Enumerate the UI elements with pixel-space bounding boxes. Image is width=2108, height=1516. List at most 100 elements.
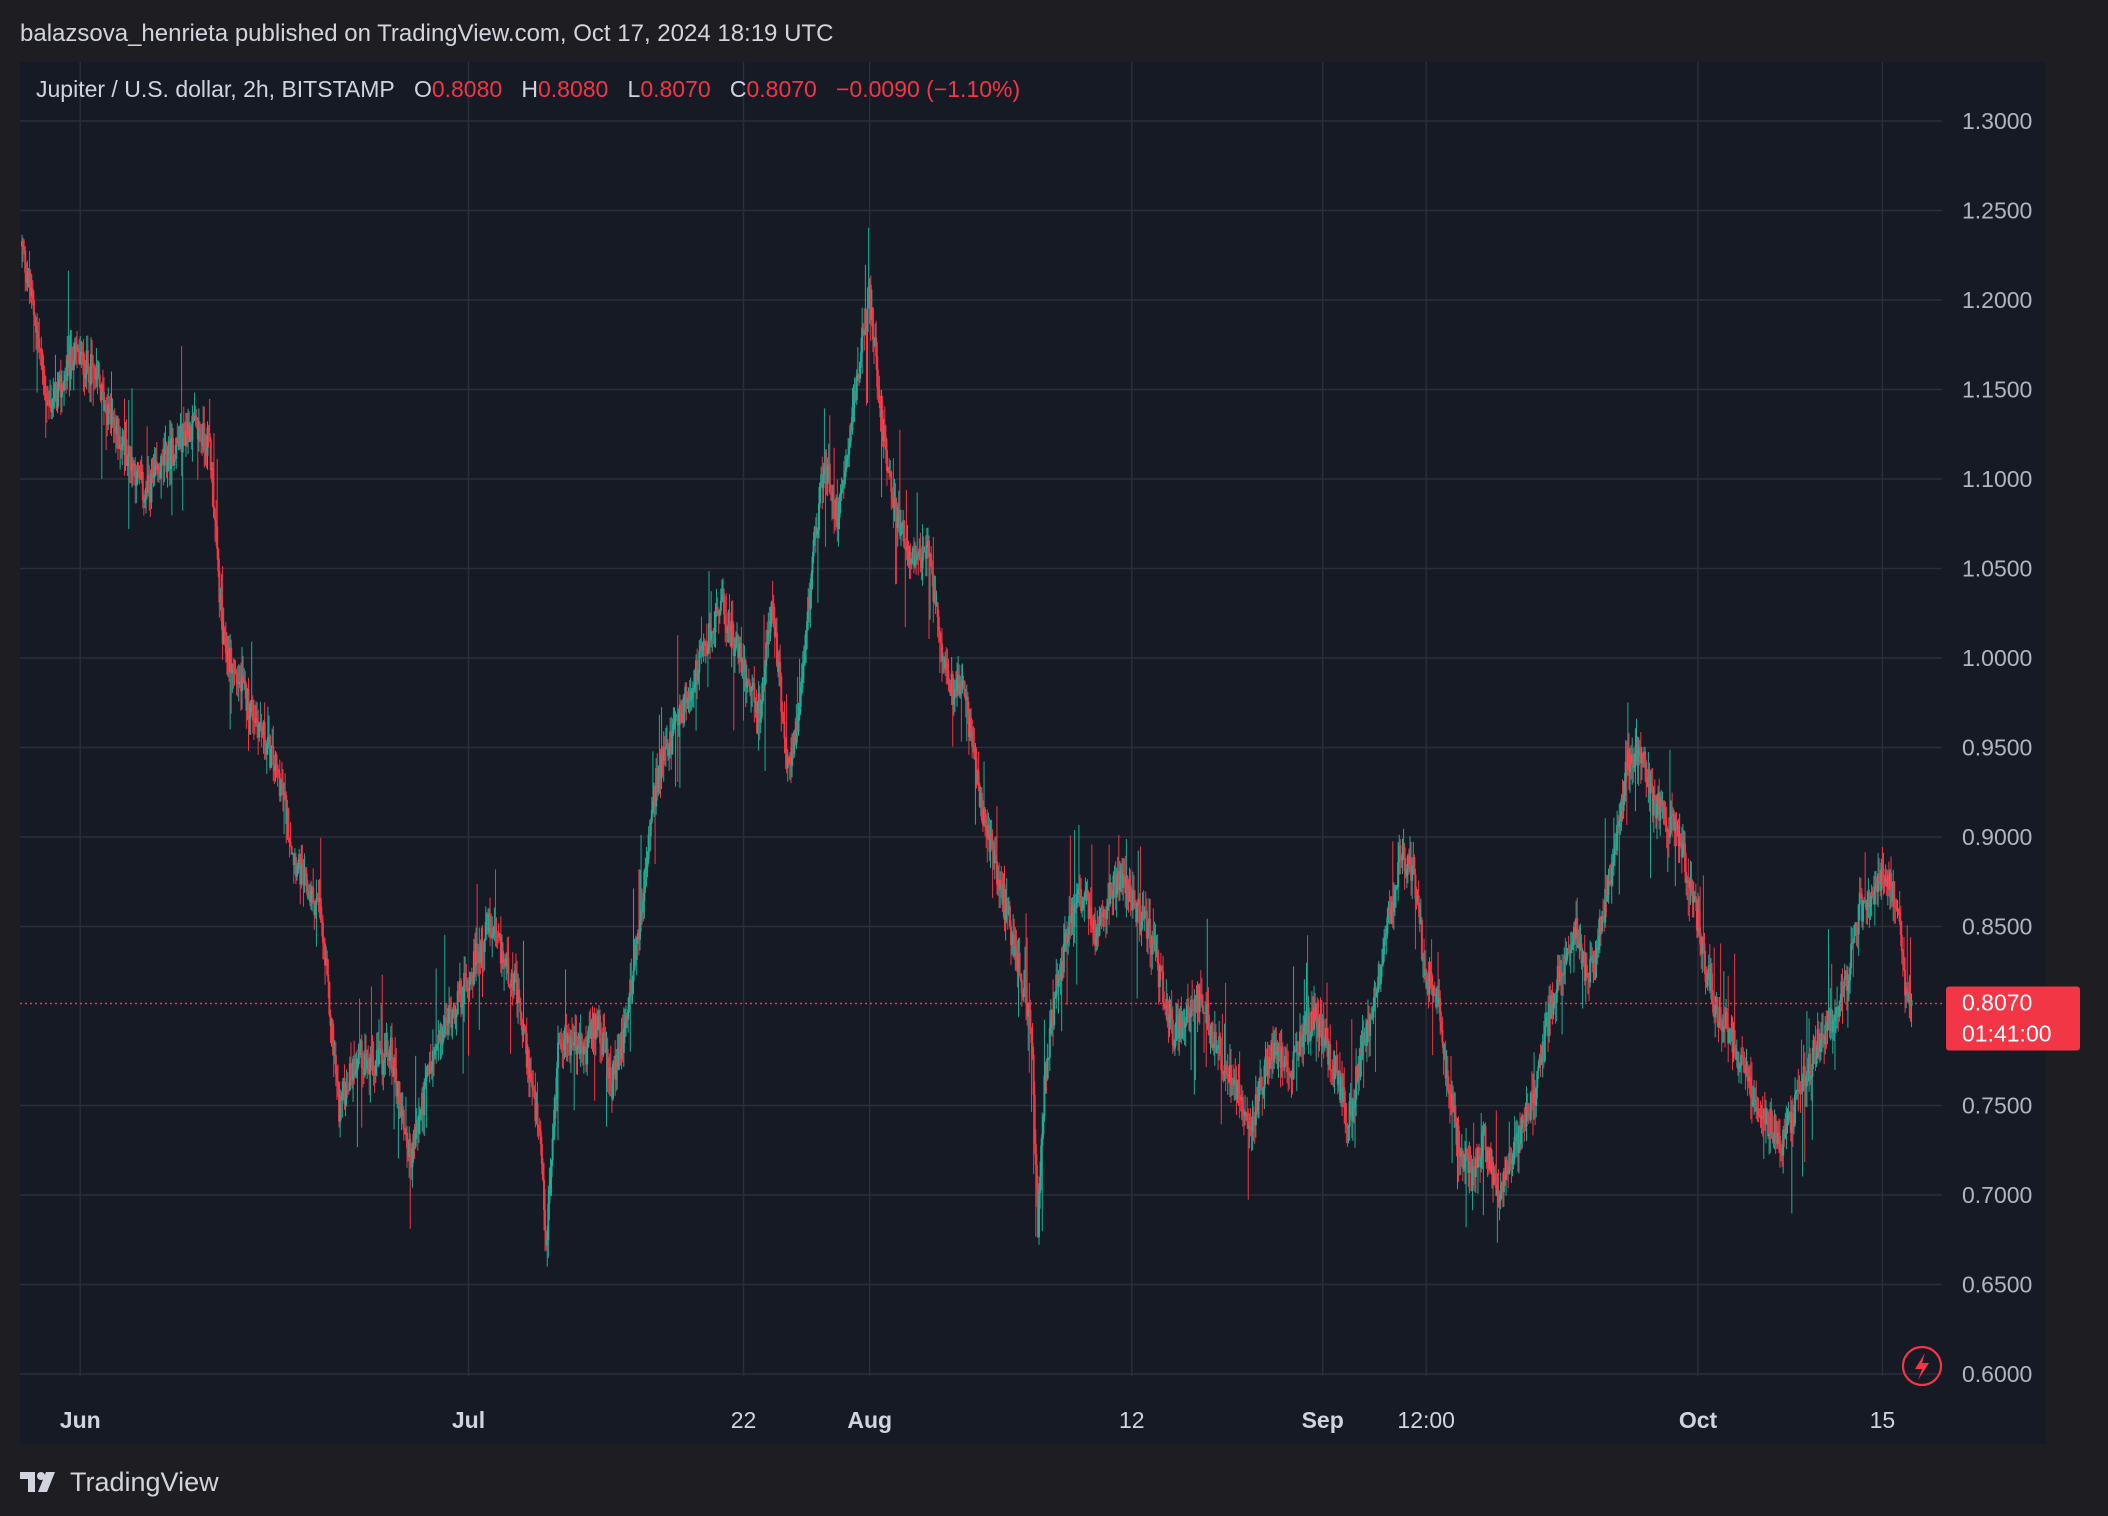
y-tick-label: 0.7500 [1962, 1093, 2032, 1119]
candle-body [1087, 900, 1090, 919]
candle-body [1282, 1066, 1285, 1068]
candle-body [655, 768, 658, 807]
candle-body [134, 463, 137, 486]
candle-body [842, 479, 845, 485]
candle-body [1089, 906, 1092, 926]
time-axis[interactable]: Jun Jul 22 Aug 12 Sep 12:00 Oct 15 [60, 1407, 1895, 1433]
candle-body [345, 1089, 348, 1099]
candle-body [853, 390, 856, 404]
candle-body [1047, 1057, 1050, 1059]
candle-body [1711, 973, 1714, 1004]
candle-body [667, 745, 670, 757]
candle-body [1275, 1042, 1278, 1056]
candle-body [1620, 799, 1623, 819]
tradingview-logo-icon [20, 1472, 55, 1492]
candle-body [1334, 1055, 1337, 1067]
candle-body [1285, 1056, 1287, 1061]
candle-body [1712, 1003, 1715, 1013]
candle-body [771, 602, 774, 604]
price-axis[interactable]: 1.30001.25001.20001.15001.10001.05001.00… [1962, 108, 2032, 1387]
candle-body [651, 801, 654, 811]
candle-body [452, 1007, 455, 1016]
symbol-legend[interactable]: Jupiter / U.S. dollar, 2h, BITSTAMP O0.8… [36, 76, 1020, 103]
candle-body [863, 329, 866, 335]
candle-body [577, 1035, 580, 1047]
candle-body [1025, 987, 1028, 1004]
candle-body [223, 627, 226, 632]
candle-body [1855, 922, 1858, 929]
candle-body [165, 444, 168, 472]
candle-body [1222, 1073, 1225, 1075]
candle-body [414, 1126, 417, 1147]
candle-body [1340, 1077, 1343, 1101]
candle-body [188, 422, 191, 442]
candle-body [1787, 1114, 1790, 1123]
candle-body [186, 431, 189, 435]
candle-body [1342, 1087, 1345, 1102]
candle-body [1039, 1176, 1042, 1194]
candle-body [1654, 799, 1657, 819]
candle-body [171, 438, 174, 466]
candle-body [1229, 1065, 1232, 1086]
candle-body [360, 1040, 363, 1068]
candle-body [32, 299, 35, 316]
candle-body [684, 686, 687, 697]
candle-body [753, 682, 756, 703]
candle-body [545, 1230, 548, 1246]
candle-body [60, 385, 63, 398]
candle-body [289, 841, 292, 847]
candle-body [1707, 965, 1710, 973]
candle-body [162, 456, 165, 466]
candle-body [765, 642, 768, 667]
candle-body [113, 425, 116, 433]
candle-body [1475, 1158, 1478, 1168]
chart-pane[interactable] [20, 62, 2046, 1444]
candle-body [208, 433, 211, 440]
candle-body [432, 1050, 435, 1055]
candle-body [187, 422, 190, 435]
candle-body [1720, 1021, 1723, 1031]
candle-body [147, 475, 150, 493]
close-label: C [729, 76, 747, 102]
candle-body [1900, 934, 1903, 952]
candle-body [1241, 1097, 1244, 1116]
lightning-icon[interactable] [1901, 1345, 1943, 1387]
candle-body [1049, 1018, 1052, 1029]
candle-body [235, 672, 238, 683]
candle-body [779, 662, 782, 677]
candle-body [1359, 1047, 1362, 1078]
candle-body [1111, 895, 1114, 900]
candle-body [532, 1087, 535, 1090]
tradingview-brand[interactable]: TradingView [70, 1466, 219, 1497]
candle-body [437, 1034, 440, 1045]
candle-body [1753, 1101, 1756, 1103]
candle-body [1137, 898, 1140, 903]
symbol-name[interactable]: Jupiter / U.S. dollar, 2h, BITSTAMP [36, 76, 395, 102]
candle-body [964, 696, 967, 700]
candle-body [1084, 890, 1087, 899]
candle-body [629, 979, 632, 997]
candle-body [866, 307, 869, 333]
candle-body [1557, 966, 1560, 982]
candle-body [149, 490, 152, 503]
candle-body [1100, 912, 1103, 915]
candle-body [1649, 784, 1652, 794]
candle-body [1731, 1028, 1734, 1053]
candle-body [490, 927, 493, 938]
footer-branding[interactable]: TradingView [20, 1466, 219, 1498]
x-tick-label: Jun [60, 1407, 101, 1433]
candle-body [141, 471, 144, 501]
candle-body [974, 757, 977, 760]
candle-body [495, 930, 498, 932]
candle-body [83, 374, 86, 379]
candle-body [30, 288, 33, 297]
candle-body [196, 420, 199, 440]
candle-body [846, 457, 849, 467]
candle-body [706, 649, 709, 655]
candle-body [839, 492, 842, 497]
open-value: 0.8080 [431, 76, 503, 102]
candle-body [1071, 905, 1074, 916]
candle-body [1357, 1063, 1360, 1082]
candle-body [1511, 1159, 1514, 1164]
